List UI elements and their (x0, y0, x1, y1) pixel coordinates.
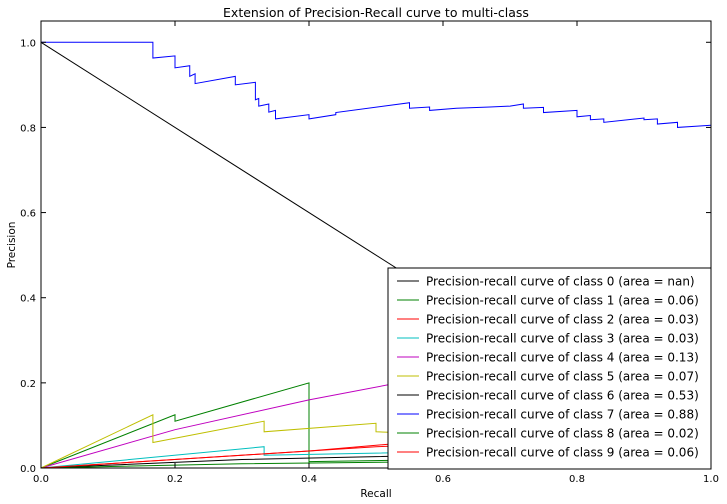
legend: Precision-recall curve of class 0 (area … (387, 267, 712, 470)
legend-box (387, 267, 712, 470)
axes-frame (40, 20, 712, 469)
legend-label-class-1: Precision-recall curve of class 1 (area … (426, 294, 699, 308)
series-line-class-7 (41, 41, 712, 128)
x-tick-label: 0.0 (33, 474, 49, 485)
y-tick-label: 0.2 (20, 379, 36, 390)
tick-layer: 0.0 0.2 0.4 0.6 0.8 1.0 0.0 0.2 0.4 0.6 0.8 1.0 (20, 21, 719, 485)
legend-label-class-7: Precision-recall curve of class 7 (area … (426, 408, 699, 422)
y-tick-label: 1.0 (20, 38, 36, 49)
legend-label-class-3: Precision-recall curve of class 3 (area … (426, 332, 699, 346)
x-tick-label: 1.0 (703, 474, 719, 485)
legend-label-class-4: Precision-recall curve of class 4 (area … (426, 351, 699, 365)
x-tick-label: 0.8 (569, 474, 585, 485)
x-axis-label: Recall (360, 488, 391, 500)
legend-label-class-0: Precision-recall curve of class 0 (area … (426, 275, 695, 289)
legend-label-class-5: Precision-recall curve of class 5 (area … (426, 370, 699, 384)
chart-title: Extension of Precision-Recall curve to m… (223, 5, 529, 20)
y-tick-label: 0.8 (20, 123, 36, 134)
legend-label-class-2: Precision-recall curve of class 2 (area … (426, 313, 699, 327)
legend-label-class-8: Precision-recall curve of class 8 (area … (426, 427, 699, 441)
y-tick-label: 0.0 (20, 464, 36, 475)
y-axis-label: Precision (6, 222, 18, 269)
x-tick-label: 0.2 (167, 474, 183, 485)
legend-label-class-9: Precision-recall curve of class 9 (area … (426, 446, 699, 460)
y-tick-label: 0.6 (20, 209, 36, 220)
y-tick-label: 0.4 (20, 294, 36, 305)
legend-label-class-6: Precision-recall curve of class 6 (area … (426, 389, 699, 403)
x-tick-label: 0.4 (301, 474, 317, 485)
x-tick-label: 0.6 (435, 474, 451, 485)
